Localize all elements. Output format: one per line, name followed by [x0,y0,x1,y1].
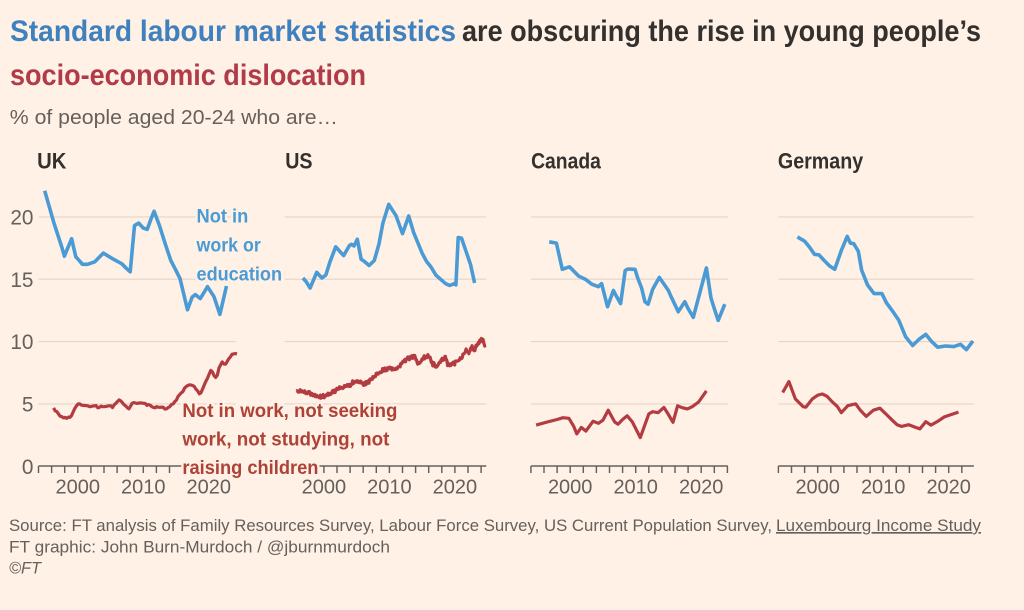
svg-text:raising children: raising children [182,457,318,479]
svg-text:UK: UK [37,149,66,174]
svg-text:2020: 2020 [433,476,478,498]
svg-text:Source: FT analysis of Family: Source: FT analysis of Family Resources … [9,517,772,535]
svg-text:Luxembourg Income Study: Luxembourg Income Study [776,517,982,535]
svg-text:10: 10 [10,331,33,354]
svg-text:work or: work or [196,235,262,257]
svg-text:socio-economic dislocation: socio-economic dislocation [10,59,366,92]
svg-text:0: 0 [22,456,34,479]
svg-text:2020: 2020 [187,476,232,498]
svg-text:Not in work, not seeking: Not in work, not seeking [182,400,397,422]
svg-text:20: 20 [10,207,33,230]
svg-text:15: 15 [10,269,33,292]
svg-text:US: US [285,149,312,174]
svg-text:Standard labour market statist: Standard labour market statistics [10,15,456,48]
svg-text:2010: 2010 [367,476,412,498]
svg-text:education: education [197,264,283,286]
svg-text:% of people aged 20-24 who are: % of people aged 20-24 who are… [10,107,338,129]
svg-text:FT graphic: John Burn-Murdoch: FT graphic: John Burn-Murdoch / @jburnmu… [9,539,390,557]
svg-text:2020: 2020 [926,476,971,498]
svg-text:2020: 2020 [679,476,724,498]
svg-text:5: 5 [22,394,34,417]
svg-text:2000: 2000 [302,476,347,498]
svg-text:Not in: Not in [197,206,249,228]
svg-text:2010: 2010 [121,476,166,498]
svg-text:Germany: Germany [778,149,864,174]
svg-text:Canada: Canada [531,149,601,174]
svg-text:work, not studying, not: work, not studying, not [181,429,389,451]
svg-text:2000: 2000 [548,476,593,498]
svg-text:2000: 2000 [56,476,101,498]
svg-text:©FT: ©FT [9,560,43,578]
svg-text:2010: 2010 [861,476,906,498]
svg-text:2000: 2000 [795,476,840,498]
svg-text:2010: 2010 [613,476,658,498]
svg-text:are obscuring the rise in youn: are obscuring the rise in young people’s [462,15,981,48]
